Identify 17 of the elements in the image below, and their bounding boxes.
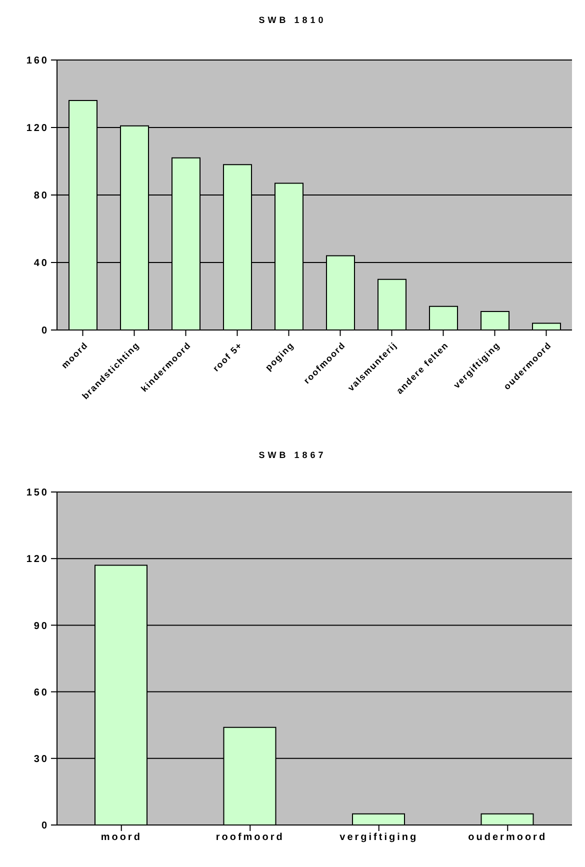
x-tick-label: moord <box>100 832 142 844</box>
y-tick-label: 160 <box>26 56 49 67</box>
y-tick-label: 40 <box>34 258 49 270</box>
y-tick-label: 80 <box>34 190 49 202</box>
x-tick-label: oudermoord <box>468 832 548 844</box>
y-tick-label: 120 <box>26 123 49 134</box>
y-tick-label: 90 <box>34 620 49 632</box>
chart-title: SWB 1867 <box>258 449 328 462</box>
y-tick-label: 30 <box>34 754 49 765</box>
y-tick-label: 0 <box>41 820 49 832</box>
y-tick-label: 120 <box>26 554 49 566</box>
y-tick-label: 0 <box>41 326 49 337</box>
y-tick-label: 60 <box>34 687 49 698</box>
x-tick-label: roofmoord <box>216 832 284 844</box>
chart-title: SWB 1810 <box>258 14 328 27</box>
x-tick-label: vergiftiging <box>340 832 418 844</box>
y-tick-label: 150 <box>26 488 49 499</box>
